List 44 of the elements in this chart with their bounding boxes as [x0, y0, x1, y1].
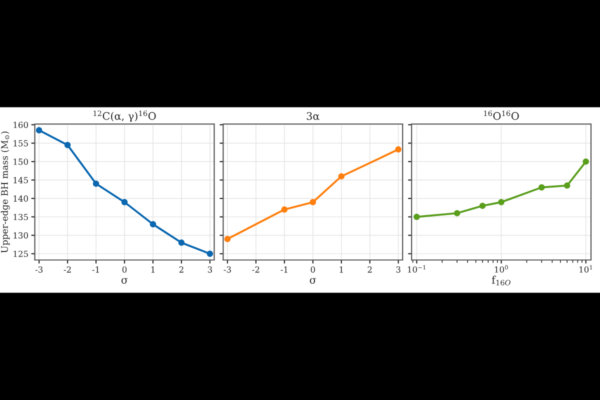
x-tick-label: -1	[280, 266, 288, 273]
x-tick-label: -1	[92, 266, 99, 273]
x-tick-label: 1	[340, 266, 343, 273]
x-tick-label: 3	[208, 266, 212, 273]
x-axis-title: σ	[310, 278, 316, 284]
point	[36, 127, 42, 134]
y-tick-label: 140	[14, 195, 28, 202]
y-tick-label: 150	[14, 158, 28, 165]
y-tick-label: 145	[14, 177, 28, 184]
x-axis-title: σ	[121, 278, 128, 284]
point	[281, 206, 288, 213]
y-tick-label: 135	[14, 214, 28, 220]
point	[92, 180, 100, 187]
y-tick-label: 130	[14, 232, 28, 239]
point	[150, 221, 156, 228]
x-tick-label: 10$^{0}$	[494, 265, 508, 273]
point	[121, 199, 128, 206]
y-tick-label: 125	[14, 250, 28, 258]
x-tick-label: 0	[310, 266, 315, 273]
x-tick-label: 0	[122, 266, 127, 273]
x-tick-label: -3	[224, 266, 231, 273]
point	[206, 250, 214, 257]
y-axis-title: Upper-edge BH mass (M$_{⊙}$)	[0, 132, 10, 253]
x-tick-label: 3	[396, 266, 400, 273]
chart-title: $^{12}$C(α, γ)$^{16}$O	[94, 110, 156, 122]
x-tick-label: -2	[252, 266, 260, 273]
x-tick-label: -3	[35, 266, 43, 273]
x-tick-label: 1	[151, 266, 154, 273]
point	[178, 240, 185, 246]
x-tick-label: 2	[368, 266, 372, 273]
point	[310, 199, 316, 206]
y-tick-label: 155	[14, 140, 28, 146]
x-tick-label: 10$^{−1}$	[408, 265, 426, 273]
x-tick-label: -2	[64, 266, 71, 273]
point	[338, 173, 345, 180]
point	[64, 142, 71, 148]
x-axis-title: f$_{16O}$	[492, 276, 510, 286]
point	[224, 236, 231, 242]
x-tick-label: 2	[179, 266, 184, 273]
y-tick-label: 160	[14, 122, 28, 128]
x-tick-label: 10$^{1}$	[580, 265, 592, 273]
point	[395, 146, 402, 153]
chart-title: $^{16}$O$^{16}$O	[484, 110, 519, 120]
chart-title: 3α	[306, 112, 320, 120]
